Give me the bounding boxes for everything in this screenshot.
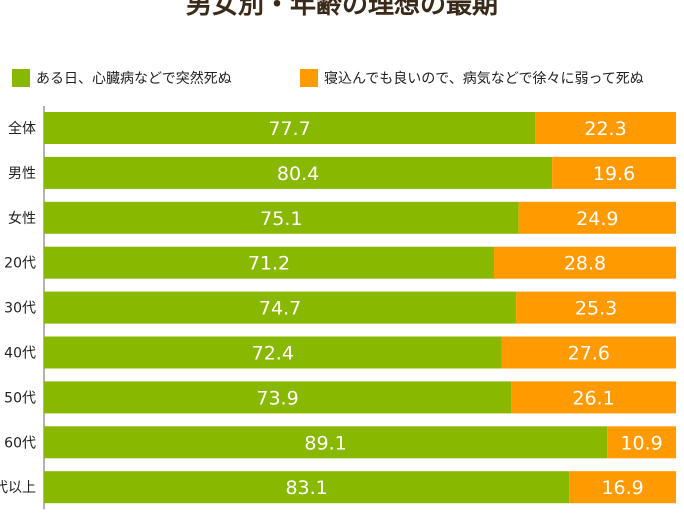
- category-label: 60代: [4, 435, 36, 451]
- legend-swatch-orange: [300, 69, 318, 87]
- bar-segment-gradual: [535, 112, 676, 144]
- legend-label-gradual-death: 寝込んでも良いので、病気などで徐々に弱って死ぬ: [324, 71, 644, 87]
- data-label: 25.3: [575, 298, 617, 320]
- category-label: 70代以上: [0, 480, 36, 496]
- category-label: 50代: [4, 390, 36, 406]
- legend-label-sudden-death: ある日、心臓病などで突然死ぬ: [36, 71, 232, 87]
- bar-segment-sudden: [44, 112, 536, 144]
- data-label: 24.9: [576, 208, 618, 230]
- category-label: 男性: [8, 166, 36, 182]
- data-label: 71.2: [248, 253, 290, 275]
- data-label: 89.1: [304, 432, 346, 454]
- bar-segment-gradual: [607, 426, 676, 459]
- category-label: 全体: [8, 120, 36, 137]
- data-label: 22.3: [584, 118, 626, 140]
- data-label: 80.4: [277, 163, 319, 185]
- category-label: 20代: [4, 256, 36, 272]
- category-label: 女性: [8, 210, 36, 227]
- legend-swatch-green: [12, 69, 30, 87]
- bar-segment-gradual: [501, 336, 676, 369]
- legend-item-sudden-death: ある日、心臓病などで突然死ぬ: [12, 68, 232, 88]
- bar-segment-sudden: [44, 471, 570, 504]
- bar-segment-sudden: [44, 156, 553, 189]
- bar-segment-gradual: [493, 246, 676, 279]
- bar-segment-sudden: [44, 201, 519, 234]
- data-label: 83.1: [285, 477, 327, 499]
- bar-segment-gradual: [518, 201, 676, 234]
- data-label: 73.9: [256, 387, 298, 409]
- bar-segment-sudden: [44, 291, 517, 324]
- bar-segment-gradual: [511, 381, 676, 414]
- data-label: 72.4: [252, 343, 294, 365]
- data-label: 74.7: [259, 298, 301, 320]
- data-label: 26.1: [572, 387, 614, 409]
- data-label: 16.9: [601, 477, 643, 499]
- bar-segment-sudden: [44, 336, 502, 369]
- data-label: 19.6: [593, 163, 635, 185]
- bar-segment-sudden: [44, 426, 608, 459]
- bar-segment-sudden: [44, 246, 494, 279]
- bar-segment-gradual: [569, 471, 676, 504]
- data-label: 28.8: [564, 253, 606, 275]
- data-label: 27.6: [568, 343, 610, 365]
- data-label: 10.9: [620, 432, 662, 454]
- legend-item-gradual-death: 寝込んでも良いので、病気などで徐々に弱って死ぬ: [300, 68, 644, 88]
- data-label: 77.7: [268, 118, 310, 140]
- category-label: 40代: [4, 346, 36, 362]
- data-label: 75.1: [260, 208, 302, 230]
- bar-segment-sudden: [44, 381, 512, 414]
- category-label: 30代: [4, 301, 36, 317]
- chart-title: 男女別・年齢の理想の最期: [185, 0, 498, 20]
- bar-segment-gradual: [516, 291, 676, 324]
- bar-segment-gradual: [552, 156, 676, 189]
